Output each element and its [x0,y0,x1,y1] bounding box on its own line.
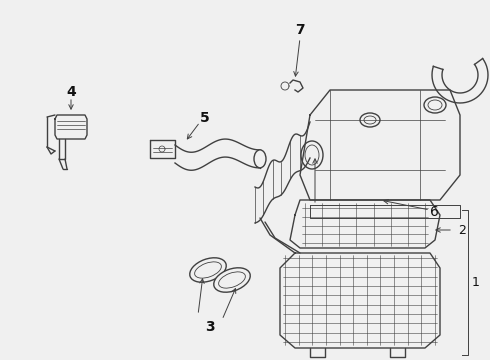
Ellipse shape [364,116,376,124]
Ellipse shape [219,272,245,288]
Ellipse shape [214,268,250,292]
Ellipse shape [195,262,221,278]
Text: 5: 5 [200,111,210,125]
Text: 6: 6 [430,205,439,219]
Text: 3: 3 [205,320,215,334]
Ellipse shape [360,113,380,127]
Text: 2: 2 [458,224,466,237]
Ellipse shape [424,97,446,113]
Ellipse shape [428,100,442,110]
Ellipse shape [301,141,323,169]
Text: 1: 1 [472,275,480,288]
Text: 4: 4 [66,85,76,99]
Text: 7: 7 [295,23,305,37]
Ellipse shape [305,145,319,165]
Ellipse shape [254,150,266,168]
Ellipse shape [190,258,226,282]
